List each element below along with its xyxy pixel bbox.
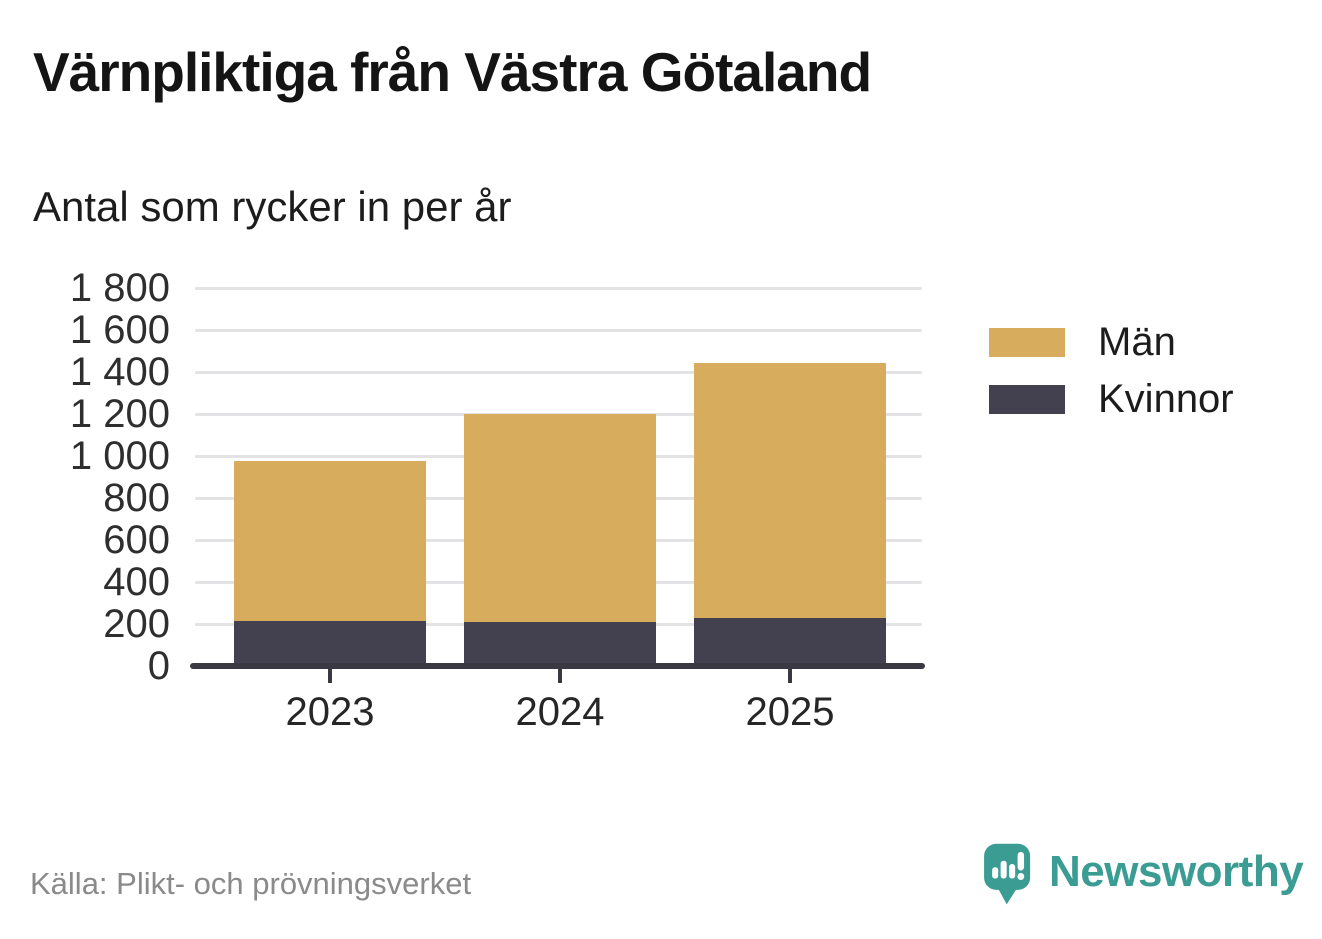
y-tick-label: 1 000 [69,434,170,478]
x-tick-label: 2025 [745,690,835,734]
page-subtitle: Antal som rycker in per år [33,183,512,230]
y-tick-label: 1 200 [69,392,170,436]
gridline [195,328,922,332]
x-axis-line [190,663,925,669]
bar-segment-män [234,461,426,621]
legend-item-women: Kvinnor [989,375,1234,423]
gridline [195,370,922,374]
legend-label-women: Kvinnor [1098,376,1234,421]
x-tick-mark [788,668,792,683]
bar-segment-kvinnor [694,617,886,666]
x-tick-label: 2023 [285,690,375,734]
bar-segment-kvinnor [234,620,426,666]
legend-swatch-men [989,327,1065,357]
y-tick-label: 400 [103,560,170,604]
source-note: Källa: Plikt- och prövningsverket [30,866,472,901]
y-tick-label: 600 [103,518,170,562]
x-tick-label: 2024 [515,690,605,734]
legend-swatch-women [989,384,1065,414]
bar-segment-män [464,414,656,622]
bar-segment-kvinnor [464,621,656,666]
x-tick-mark [558,668,562,683]
y-tick-label: 200 [103,602,170,646]
y-tick-label: 1 400 [69,350,170,394]
x-tick-mark [328,668,332,683]
y-axis-labels: 0 200 400 600 800 1 000 1 200 1 400 1 600 1 800 [38,266,170,688]
plot-area [195,286,922,666]
page-title: Värnpliktiga från Västra Götaland [33,41,872,103]
legend-label-men: Män [1098,319,1176,364]
legend-item-men: Män [989,318,1234,366]
y-tick-label: 0 [147,644,170,688]
bar-segment-män [694,362,886,618]
legend: Män Kvinnor [989,318,1234,432]
newsworthy-logo: Newsworthy [983,843,1304,906]
y-tick-label: 800 [103,476,170,520]
newsworthy-wordmark: Newsworthy [1049,847,1304,896]
y-tick-label: 1 600 [69,308,170,352]
gridline [195,286,922,290]
y-tick-label: 1 800 [69,266,170,310]
speech-bubble-chart-icon [984,843,1031,905]
gridline [195,412,922,416]
